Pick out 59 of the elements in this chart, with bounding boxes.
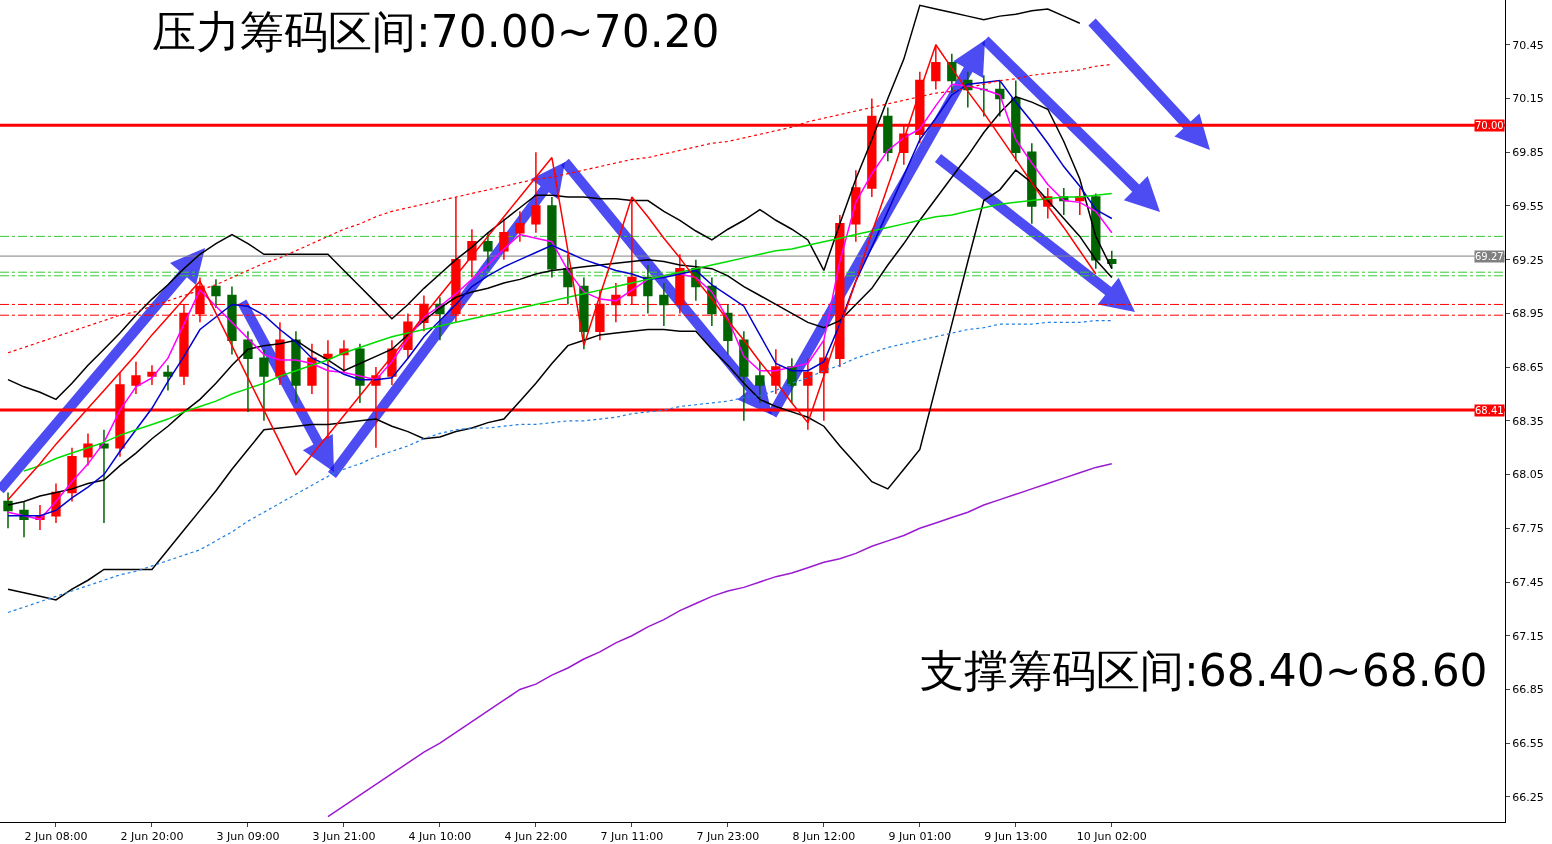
candlestick: [739, 330, 749, 422]
candlestick: [211, 278, 221, 309]
ref-line-label: 69.27: [1475, 251, 1504, 262]
y-tick-label: 70.15: [1512, 92, 1544, 106]
x-tick-label: 8 Jun 12:00: [792, 830, 856, 844]
y-tick-label: 67.75: [1512, 522, 1544, 536]
candlestick: [99, 429, 109, 524]
y-tick-label: 68.65: [1512, 360, 1544, 374]
line-series: [23, 192, 1113, 472]
x-tick-label: 9 Jun 01:00: [888, 830, 952, 844]
x-tick-label: 7 Jun 11:00: [600, 830, 664, 844]
x-tick-label: 4 Jun 10:00: [408, 830, 472, 844]
candlestick: [771, 348, 781, 395]
candlestick: [883, 106, 893, 162]
candlestick: [3, 491, 13, 530]
y-tick-label: 68.05: [1512, 468, 1544, 482]
x-tick-label: 7 Jun 23:00: [696, 830, 760, 844]
ref-line-label: 68.41: [1475, 405, 1504, 416]
y-tick-label: 66.85: [1512, 683, 1544, 697]
candlestick: [755, 361, 765, 404]
candlestick: [499, 217, 509, 261]
x-tick-label: 2 Jun 20:00: [120, 830, 184, 844]
y-tick-label: 68.35: [1512, 414, 1544, 428]
ref-line-label: 70.00: [1475, 120, 1504, 131]
line-series: [7, 169, 1113, 601]
candlestick: [163, 364, 173, 392]
candlestick: [531, 151, 541, 234]
y-tick-label: 69.25: [1512, 253, 1544, 267]
candlestick: [243, 330, 253, 413]
annotation: 支撑筹码区间:68.40~68.60: [920, 645, 1488, 696]
y-tick-label: 68.95: [1512, 307, 1544, 321]
candlestick: [147, 364, 157, 386]
candlestick: [547, 196, 557, 279]
x-tick-label: 2 Jun 08:00: [24, 830, 88, 844]
candlestick: [227, 285, 237, 356]
y-tick-label: 70.45: [1512, 38, 1544, 52]
y-tick-label: 67.45: [1512, 575, 1544, 589]
candlestick: [1075, 187, 1085, 216]
line-series: [7, 4, 1081, 401]
candlestick: [259, 348, 269, 422]
y-tick-label: 69.55: [1512, 199, 1544, 213]
x-tick-label: 3 Jun 09:00: [216, 830, 280, 844]
candlestick: [659, 282, 669, 327]
candlestick: [83, 432, 93, 467]
y-tick-label: 66.25: [1512, 790, 1544, 804]
candlestick: [467, 228, 477, 279]
y-tick-label: 69.85: [1512, 146, 1544, 160]
x-tick-label: 3 Jun 21:00: [312, 830, 376, 844]
x-tick-label: 9 Jun 13:00: [984, 830, 1048, 844]
y-tick-label: 67.15: [1512, 629, 1544, 643]
x-tick-label: 4 Jun 22:00: [504, 830, 568, 844]
line-series: [7, 319, 1113, 614]
candlestick: [131, 361, 141, 395]
annotation: 压力筹码区间:70.00~70.20: [152, 6, 720, 57]
candlestick: [515, 210, 525, 243]
y-tick-label: 66.55: [1512, 737, 1544, 751]
candlestick: [483, 232, 493, 270]
x-tick-label: 10 Jun 02:00: [1076, 830, 1147, 844]
candlestick: [1107, 249, 1117, 270]
